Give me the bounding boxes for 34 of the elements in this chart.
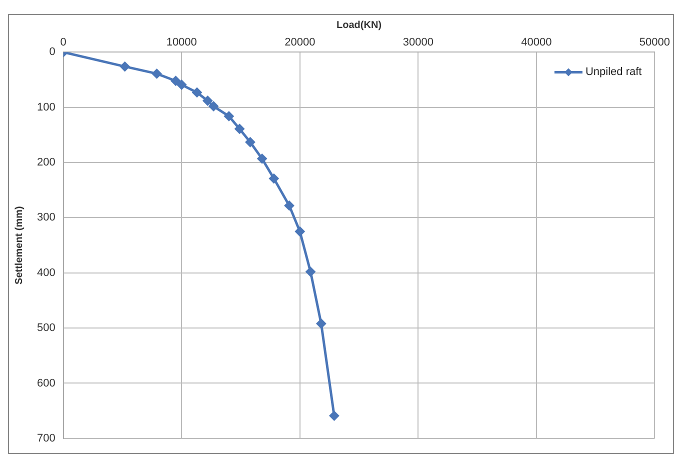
x-axis-title: Load(KN) <box>336 20 382 31</box>
point <box>192 87 202 98</box>
x-tick-label: 10000 <box>166 36 197 49</box>
point <box>257 154 268 164</box>
point <box>152 68 162 79</box>
x-tick-label: 30000 <box>402 36 434 49</box>
point <box>234 124 245 134</box>
point <box>329 410 340 421</box>
y-tick-label: 700 <box>36 432 56 444</box>
x-tick-label: 20000 <box>284 36 316 49</box>
y-axis-title: Settlement (mm) <box>14 206 25 284</box>
point <box>120 62 130 72</box>
y-tick-label: 400 <box>36 266 56 279</box>
point <box>245 137 256 148</box>
y-tick-label: 0 <box>49 46 56 58</box>
point <box>208 101 219 112</box>
y-tick-label: 500 <box>36 322 56 334</box>
point <box>306 266 316 277</box>
legend-label: Unpiled raft <box>585 66 642 78</box>
point <box>170 76 181 86</box>
y-tick-label: 300 <box>36 212 56 224</box>
x-tick-label: 50000 <box>639 36 670 49</box>
x-tick-label: 40000 <box>521 36 552 49</box>
y-tick-label: 100 <box>36 101 56 114</box>
point <box>294 226 305 237</box>
point <box>176 80 187 90</box>
point <box>202 96 213 106</box>
y-tick-label: 200 <box>36 156 56 169</box>
point <box>316 318 326 329</box>
point <box>224 111 234 122</box>
x-tick-label: 0 <box>60 36 66 49</box>
point <box>268 174 279 184</box>
point <box>284 200 294 211</box>
y-tick-label: 600 <box>36 377 56 390</box>
